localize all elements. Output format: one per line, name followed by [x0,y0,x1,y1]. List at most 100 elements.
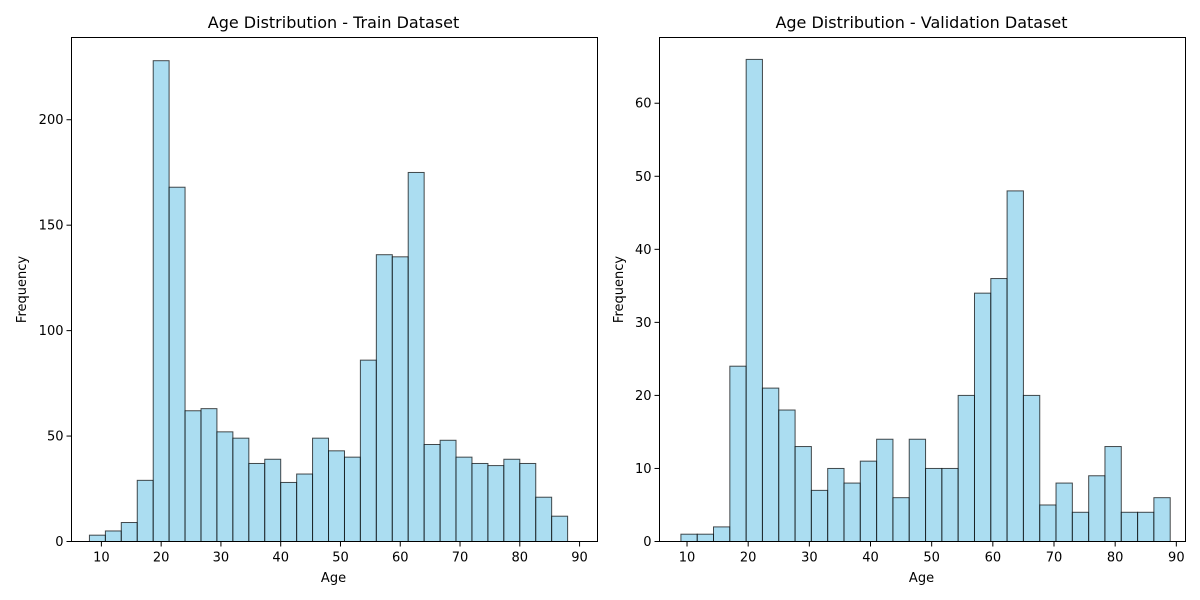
validation-y-tick-label: 0 [643,535,651,550]
train-bar-18 [375,254,393,542]
train-bar-27 [519,462,537,542]
validation-x-tick-label: 50 [923,551,940,566]
validation-bar-6 [778,409,796,542]
train-plot-frame [71,37,598,542]
train-x-tick-label: 80 [512,551,529,566]
validation-x-axis-label: Age [909,571,934,586]
train-bar-12 [280,481,298,543]
train-bar-23 [455,456,473,542]
train-bar-15 [328,450,345,542]
validation-y-tick-label: 40 [635,243,652,258]
train-x-tick-label: 30 [213,551,230,566]
train-bar-1 [104,530,122,542]
train-bar-28 [535,496,553,543]
train-bar-16 [343,456,361,542]
train-x-tick-label: 60 [392,551,409,566]
train-bar-7 [200,408,218,543]
validation-x-axis: 10 20 30 40 50 60 70 80 90 [679,541,1185,566]
validation-bar-20 [1006,190,1024,543]
validation-x-tick-label: 90 [1168,551,1185,566]
validation-bar-25 [1088,475,1106,542]
validation-chart-title: Age Distribution - Validation Dataset [775,13,1067,32]
validation-y-tick-label: 50 [635,170,652,185]
validation-bar-22 [1039,504,1057,543]
validation-bar-17 [957,394,975,543]
train-x-tick-label: 70 [452,551,469,566]
train-x-tick-label: 20 [153,551,170,566]
validation-bar-5 [761,387,780,543]
train-bar-8 [216,431,234,543]
train-y-tick-label: 100 [39,324,64,339]
validation-x-tick-label: 40 [862,551,879,566]
validation-bar-2 [713,526,731,542]
train-bar-10 [248,462,266,542]
train-x-tick-label: 10 [93,551,110,566]
validation-y-axis: 0 10 20 30 40 50 60 [635,97,660,550]
validation-x-tick-label: 30 [801,551,818,566]
train-histogram-panel: Age Distribution - Train Dataset 10 20 30 4… [15,13,598,586]
validation-bar-3 [729,365,747,542]
validation-bar-19 [990,278,1008,542]
validation-x-tick-label: 20 [740,551,757,566]
train-bar-9 [232,437,250,543]
validation-y-axis-label: Frequency [612,256,627,323]
validation-x-tick-label: 10 [679,551,696,566]
validation-bar-24 [1071,511,1090,542]
validation-bar-16 [941,467,959,542]
validation-y-tick-label: 60 [635,97,652,112]
train-bar-0 [88,534,106,543]
validation-y-tick-label: 20 [635,389,652,404]
validation-bar-0 [680,533,698,543]
train-y-axis: 0 50 100 150 200 [39,113,72,550]
train-bar-4 [152,60,170,542]
train-y-tick-label: 50 [47,430,64,445]
validation-y-tick-label: 10 [635,462,652,477]
validation-bar-7 [794,446,812,543]
validation-bar-28 [1137,511,1155,542]
validation-bar-1 [696,533,715,543]
validation-bar-13 [892,497,910,543]
validation-bar-26 [1104,446,1122,543]
validation-bar-18 [973,292,992,542]
validation-y-tick-label: 30 [635,316,652,331]
train-y-axis-label: Frequency [15,256,30,323]
train-x-tick-label: 50 [332,551,349,566]
validation-bar-15 [925,467,943,542]
train-bar-26 [503,458,521,542]
train-bar-25 [487,465,505,542]
train-x-tick-label: 90 [571,551,588,566]
train-bar-21 [423,443,441,542]
validation-bar-29 [1153,497,1171,543]
validation-bar-10 [843,482,861,542]
train-bar-24 [471,462,489,542]
train-bar-19 [391,256,409,542]
train-bar-2 [120,522,138,543]
validation-bar-21 [1022,394,1041,543]
validation-bar-9 [827,467,845,542]
train-bar-14 [312,437,330,543]
validation-bar-23 [1055,482,1073,542]
train-bar-11 [264,458,282,542]
validation-bars [680,58,1171,543]
train-bar-5 [168,186,186,542]
validation-bar-4 [745,58,763,542]
train-y-tick-label: 150 [39,219,64,234]
train-y-tick-label: 0 [55,535,63,550]
validation-bar-27 [1120,511,1139,542]
validation-bar-12 [876,438,894,543]
validation-plot-frame [659,37,1186,542]
validation-x-tick-label: 80 [1107,551,1124,566]
validation-histogram-panel: Age Distribution - Validation Dataset 10… [612,13,1186,586]
train-bar-13 [296,473,314,542]
train-bar-20 [407,171,425,542]
train-x-tick-label: 40 [272,551,289,566]
validation-bar-8 [810,489,829,543]
train-bar-29 [551,515,569,543]
train-chart-title: Age Distribution - Train Dataset [208,13,459,32]
validation-x-tick-label: 60 [985,551,1002,566]
train-bar-3 [136,479,154,542]
train-bar-6 [184,410,202,542]
validation-bar-14 [908,438,927,543]
train-bars [88,60,569,543]
